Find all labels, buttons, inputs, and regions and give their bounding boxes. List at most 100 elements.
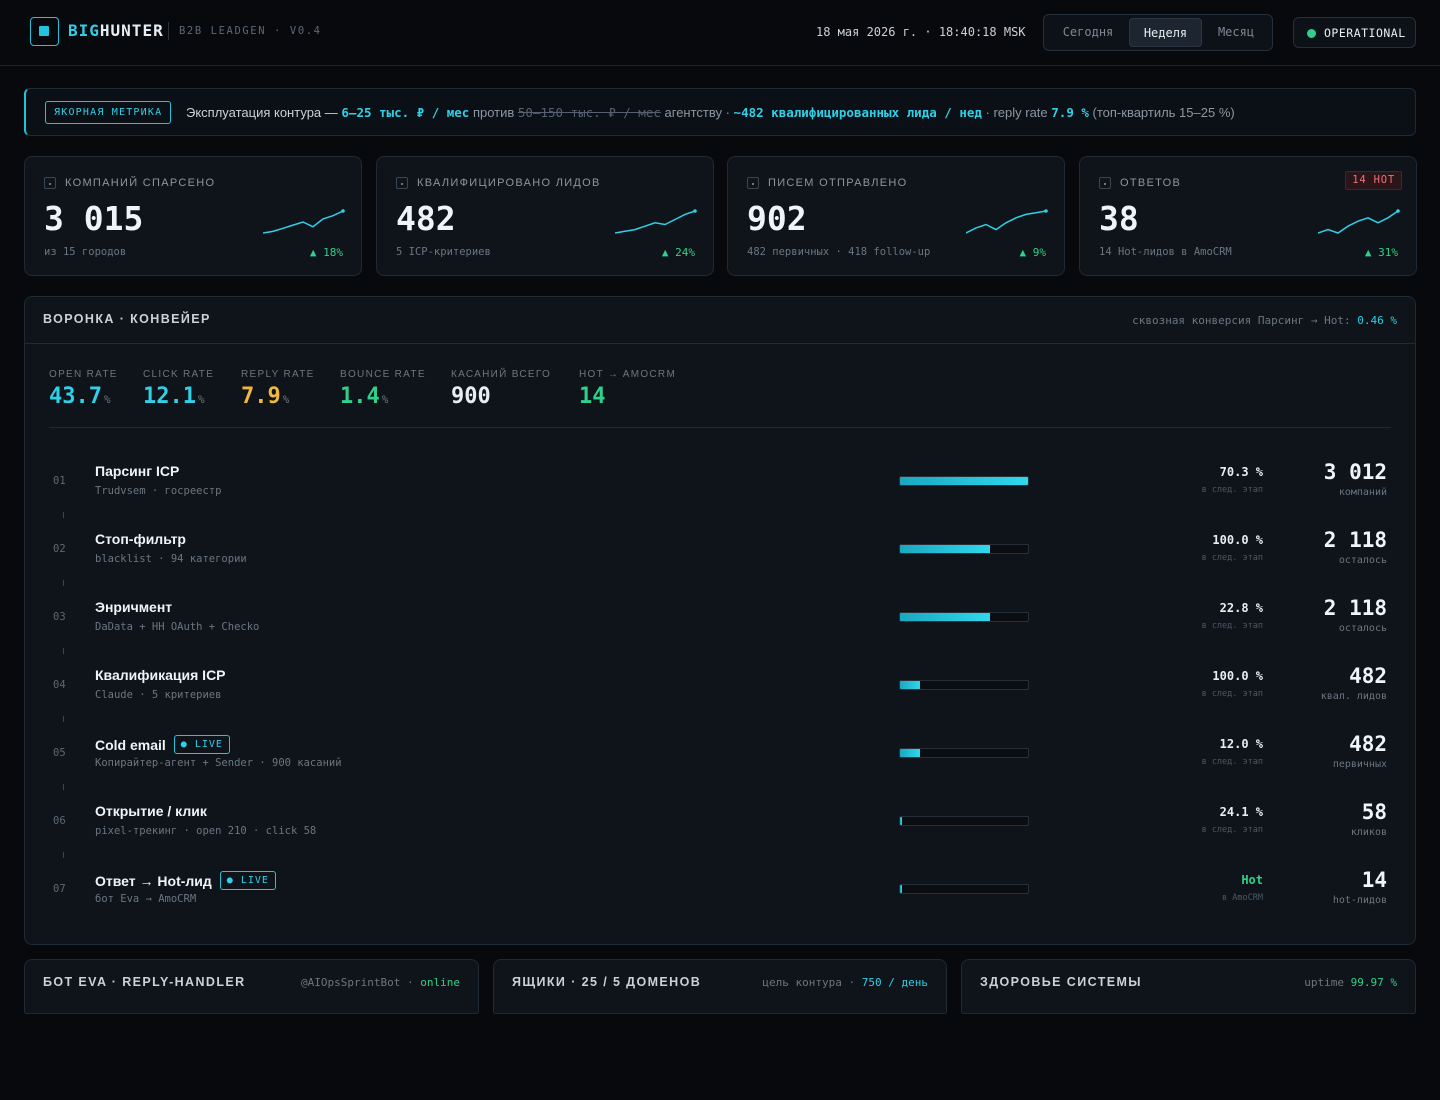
status-dot-icon <box>1307 29 1316 38</box>
stage-number: 02 <box>53 543 66 555</box>
kpi-value: 902 <box>747 199 807 238</box>
brand-name: BIGHUNTER <box>68 21 164 40</box>
stage-description: pixel-трекинг · open 210 · click 58 <box>95 825 317 837</box>
stage-connector <box>63 512 64 518</box>
live-badge: ● LIVE <box>173 735 230 754</box>
stage-progress-bar <box>899 476 1029 486</box>
kpi-card-replies[interactable]: ОТВЕТОВ 14 HOT 38 14 Hot-лидов в AmoCRM … <box>1079 156 1417 276</box>
stage-progress-fill <box>900 681 920 689</box>
kpi-card-leads[interactable]: КВАЛИФИЦИРОВАНО ЛИДОВ 482 5 ICP-критерие… <box>376 156 714 276</box>
stage-conversion-label: в AmoCRM <box>1222 893 1263 903</box>
anchor-text: Эксплуатация контура — 6–25 тыс. ₽ / мес… <box>186 105 1235 120</box>
mailbox-goal: цель контура · 750 / день <box>762 976 928 989</box>
stage-connector <box>63 852 64 858</box>
funnel-stage[interactable]: 05 Cold email ● LIVE Копирайтер-агент + Sen… <box>25 729 1415 797</box>
sparkline-end-point <box>341 209 345 213</box>
period-week-button[interactable]: Неделя <box>1129 18 1202 47</box>
status-badge: OPERATIONAL <box>1293 17 1416 48</box>
stage-count: 2 118 <box>1323 596 1387 620</box>
kpi-delta: ▲ 31% <box>1364 246 1398 259</box>
kpi-delta: ▲ 18% <box>309 246 343 259</box>
bot-status: @AIOpsSprintBot · online <box>301 976 460 989</box>
status-text: OPERATIONAL <box>1324 26 1406 40</box>
stage-progress-fill <box>900 749 920 757</box>
stage-conversion-label: в след. этап <box>1201 485 1263 495</box>
live-badge: ● LIVE <box>219 871 276 890</box>
kpi-card-emails[interactable]: ПИСЕМ ОТПРАВЛЕНО 902 482 первичных · 418… <box>727 156 1065 276</box>
checkbox-icon <box>1099 177 1111 189</box>
stage-number: 07 <box>53 883 66 895</box>
stage-name: Квалификация ICP <box>95 667 226 683</box>
stage-connector <box>63 716 64 722</box>
stage-name: Ответ → Hot-лид ● LIVE <box>95 871 276 890</box>
funnel-title: ВОРОНКА · КОНВЕЙЕР <box>43 312 211 326</box>
stage-progress-bar <box>899 884 1029 894</box>
sparkline-icon <box>615 209 697 234</box>
stage-progress-fill <box>900 817 902 825</box>
stage-progress-bar <box>899 612 1029 622</box>
stage-progress-fill <box>900 477 1028 485</box>
sparkline-end-point <box>1044 209 1048 213</box>
stage-number: 06 <box>53 815 66 827</box>
stage-count-label: кликов <box>1350 827 1387 838</box>
funnel-header: ВОРОНКА · КОНВЕЙЕР сквозная конверсия Па… <box>25 297 1415 344</box>
stage-progress-bar <box>899 680 1029 690</box>
stage-number: 03 <box>53 611 66 623</box>
stage-progress-fill <box>900 885 902 893</box>
rate-touches: КАСАНИЙ ВСЕГО 900 <box>451 369 552 409</box>
sparkline-end-point <box>693 209 697 213</box>
stage-count-label: hot-лидов <box>1332 895 1387 906</box>
kpi-label: КОМПАНИЙ СПАРСЕНО <box>65 177 216 189</box>
funnel-stage[interactable]: 01 Парсинг ICP Trudvsem · госреестр 70.3 % в… <box>25 457 1415 525</box>
divider <box>962 1013 1415 1014</box>
stage-count: 2 118 <box>1323 528 1387 552</box>
divider <box>25 1013 478 1014</box>
stage-count: 3 012 <box>1323 460 1387 484</box>
health-panel: ЗДОРОВЬЕ СИСТЕМЫ uptime 99.97 % <box>961 959 1416 1014</box>
panel-title: БОТ EVA · REPLY-HANDLER <box>43 975 246 989</box>
kpi-value: 3 015 <box>44 199 144 238</box>
divider <box>494 1013 946 1014</box>
period-month-button[interactable]: Месяц <box>1217 25 1255 39</box>
funnel-stage[interactable]: 02 Стоп-фильтр blacklist · 94 категории 100… <box>25 525 1415 593</box>
brand-divider <box>168 22 169 40</box>
checkbox-icon <box>396 177 408 189</box>
kpi-label: ОТВЕТОВ <box>1120 177 1182 189</box>
funnel-stage[interactable]: 03 Энричмент DaData + HH OAuth + Checko 22.… <box>25 593 1415 661</box>
rate-open: OPEN RATE 43.7% <box>49 369 118 409</box>
rate-hot: HOT → AMOCRM 14 <box>579 369 677 409</box>
panel-title: ЯЩИКИ · 25 / 5 ДОМЕНОВ <box>512 975 702 989</box>
anchor-tag: ЯКОРНАЯ МЕТРИКА <box>45 101 172 124</box>
stage-count-label: первичных <box>1332 759 1387 770</box>
stage-conversion: 100.0 % <box>1212 533 1263 547</box>
kpi-sub: из 15 городов <box>44 246 127 258</box>
period-today-button[interactable]: Сегодня <box>1062 25 1114 39</box>
sparkline-path <box>966 210 1047 234</box>
stage-description: blacklist · 94 категории <box>95 553 247 565</box>
stage-name: Энричмент <box>95 599 173 615</box>
sparkline-end-point <box>1396 209 1400 213</box>
kpi-card-companies[interactable]: КОМПАНИЙ СПАРСЕНО 3 015 из 15 городов ▲ … <box>24 156 362 276</box>
stage-progress-bar <box>899 748 1029 758</box>
stage-conversion-label: в след. этап <box>1201 757 1263 767</box>
stage-progress-fill <box>900 545 990 553</box>
stage-count-label: осталось <box>1338 555 1387 566</box>
kpi-sub: 14 Hot-лидов в AmoCRM <box>1099 246 1232 258</box>
stage-count: 482 <box>1349 664 1387 688</box>
funnel-stage[interactable]: 04 Квалификация ICP Claude · 5 критериев 10… <box>25 661 1415 729</box>
stage-progress-fill <box>900 613 990 621</box>
sparkline-icon <box>1318 209 1400 234</box>
funnel-stage[interactable]: 07 Ответ → Hot-лид ● LIVE бот Eva → AmoCRM H… <box>25 865 1415 933</box>
clock: 18 мая 2026 г. · 18:40:18 MSK <box>816 25 1026 39</box>
sparkline-icon <box>966 209 1048 234</box>
stage-number: 05 <box>53 747 66 759</box>
stage-count: 482 <box>1349 732 1387 756</box>
kpi-sub: 5 ICP-критериев <box>396 246 491 258</box>
stage-conversion-label: в след. этап <box>1201 621 1263 631</box>
stage-name: Cold email ● LIVE <box>95 735 230 754</box>
funnel-stage[interactable]: 06 Открытие / клик pixel-трекинг · open 21… <box>25 797 1415 865</box>
stage-conversion-label: в след. этап <box>1201 689 1263 699</box>
stage-conversion: Hot <box>1241 873 1263 887</box>
top-bar: BIGHUNTER B2B LEADGEN · V0.4 18 мая 2026… <box>0 0 1440 66</box>
bot-panel: БОТ EVA · REPLY-HANDLER @AIOpsSprintBot … <box>24 959 479 1014</box>
